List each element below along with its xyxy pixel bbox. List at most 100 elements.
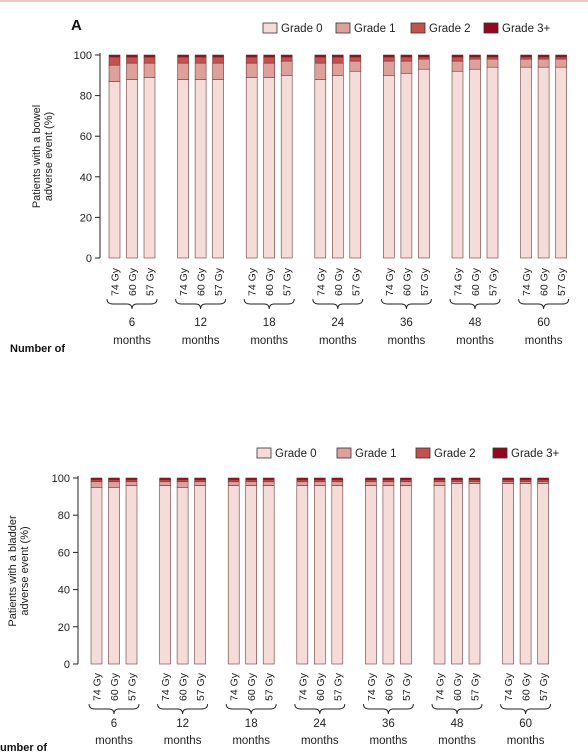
timepoint-unit: months: [507, 735, 545, 747]
bar-segment-grade-0: [143, 77, 156, 259]
timepoint-value: 60: [537, 317, 550, 329]
bar-segment-grade-1: [125, 481, 138, 486]
bar-segment-grade-3-: [519, 477, 532, 481]
bar-segment-grade-3-: [194, 54, 207, 58]
bar-segment-grade-3-: [486, 54, 499, 58]
bar-segment-grade-2: [108, 56, 121, 66]
dose-label: 60 Gy: [127, 267, 139, 296]
bar-segment-grade-0: [245, 485, 257, 665]
bar-segment-grade-3-: [126, 54, 138, 58]
bar-segment-grade-0: [349, 70, 362, 259]
dose-label: 57 Gy: [488, 267, 500, 296]
bar-segment-grade-0: [383, 75, 395, 259]
bar-segment-grade-1: [126, 62, 138, 80]
bar-segment-grade-3-: [537, 54, 550, 58]
legend-label: Grade 0: [275, 448, 317, 460]
bar-segment-grade-1: [313, 481, 326, 486]
bar-segment-grade-2: [418, 56, 430, 60]
bar-segment-grade-2: [537, 56, 550, 60]
bar-segment-grade-1: [143, 62, 156, 78]
group-brace: [225, 703, 277, 715]
bar-segment-grade-3-: [451, 54, 464, 58]
bar-segment-grade-1: [469, 58, 481, 70]
bar-segment-grade-3-: [245, 477, 257, 481]
timepoint-value: 36: [400, 317, 413, 329]
bar-segment-grade-0: [108, 81, 121, 259]
bar-segment-grade-1: [555, 58, 567, 68]
bar-segment-grade-0: [486, 66, 499, 259]
group-brace: [157, 703, 209, 715]
group-brace: [106, 298, 158, 310]
bar-segment-grade-1: [212, 62, 224, 80]
bar-segment-grade-1: [108, 64, 121, 82]
group-brace: [380, 298, 432, 310]
timepoint-value: 24: [331, 317, 344, 329]
bar-segment-grade-1: [176, 481, 189, 488]
bar-segment-grade-1: [296, 481, 309, 486]
bar-segment-grade-1: [90, 481, 103, 488]
bar-segment-grade-3-: [400, 477, 412, 481]
bar-segment-grade-3-: [520, 54, 532, 58]
timepoint-value: 18: [245, 718, 258, 730]
timepoint-unit: months: [95, 735, 133, 747]
dose-label: 74 Gy: [110, 267, 122, 296]
bar-segment-grade-0: [313, 485, 326, 665]
bar-segment-grade-3-: [313, 477, 326, 481]
timepoint-unit: months: [370, 735, 408, 747]
bar-segment-grade-3-: [468, 477, 481, 481]
dose-label: 74 Gy: [503, 672, 515, 701]
y-tick-label: 40: [80, 172, 92, 184]
dose-label: 57 Gy: [264, 672, 276, 701]
bar-segment-grade-1: [245, 481, 257, 486]
bar-segment-grade-0: [537, 483, 549, 665]
legend-swatch: [415, 447, 431, 459]
dose-label: 74 Gy: [297, 672, 309, 701]
bar-segment-grade-0: [331, 485, 344, 665]
bar-segment-grade-0: [502, 483, 514, 665]
legend-label: Grade 2: [429, 23, 471, 35]
bar-segment-grade-3-: [227, 477, 240, 481]
y-tick-label: 0: [64, 659, 70, 671]
bar-segment-grade-3-: [502, 477, 514, 481]
dose-label: 74 Gy: [315, 267, 327, 296]
bar-segment-grade-0: [108, 486, 120, 665]
dose-label: 57 Gy: [127, 672, 139, 701]
timepoint-value: 12: [176, 718, 189, 730]
legend-swatch: [336, 447, 352, 459]
group-brace: [175, 298, 227, 310]
dose-label: 60 Gy: [109, 672, 121, 701]
bar-segment-grade-3-: [383, 54, 395, 58]
group-brace: [449, 298, 501, 310]
bar-segment-grade-1: [486, 58, 499, 68]
dose-label: 60 Gy: [246, 672, 258, 701]
dose-label: 57 Gy: [332, 672, 344, 701]
timepoint-unit: months: [301, 735, 339, 747]
bar-segment-grade-3-: [296, 477, 309, 481]
y-tick-label: 60: [58, 547, 70, 559]
bar-segment-grade-0: [177, 79, 189, 259]
bar-segment-grade-3-: [555, 54, 567, 58]
bar-segment-grade-0: [365, 485, 377, 665]
bar-segment-grade-0: [176, 486, 189, 665]
bar-segment-grade-0: [382, 485, 395, 665]
bar-segment-grade-0: [212, 79, 224, 259]
dose-label: 74 Gy: [453, 267, 465, 296]
bar-segment-grade-3-: [90, 477, 103, 481]
bar-segment-grade-1: [159, 481, 171, 486]
dose-label: 57 Gy: [350, 267, 362, 296]
timepoint-value: 48: [451, 718, 464, 730]
bar-segment-grade-0: [90, 486, 103, 665]
bar-segment-grade-3-: [331, 477, 344, 481]
bar-segment-grade-2: [212, 56, 224, 64]
timepoint-unit: months: [525, 335, 563, 347]
dose-label: 60 Gy: [333, 267, 345, 296]
y-tick-label: 100: [74, 50, 92, 62]
y-tick-label: 20: [58, 622, 70, 634]
timepoint-value: 24: [313, 718, 326, 730]
y-axis-label: adverse event (%): [43, 112, 55, 201]
dose-label: 57 Gy: [282, 267, 294, 296]
dose-label: 57 Gy: [538, 672, 550, 701]
dose-label: 74 Gy: [92, 672, 104, 701]
top-rule: [0, 0, 588, 2]
bar-segment-grade-1: [194, 62, 207, 80]
